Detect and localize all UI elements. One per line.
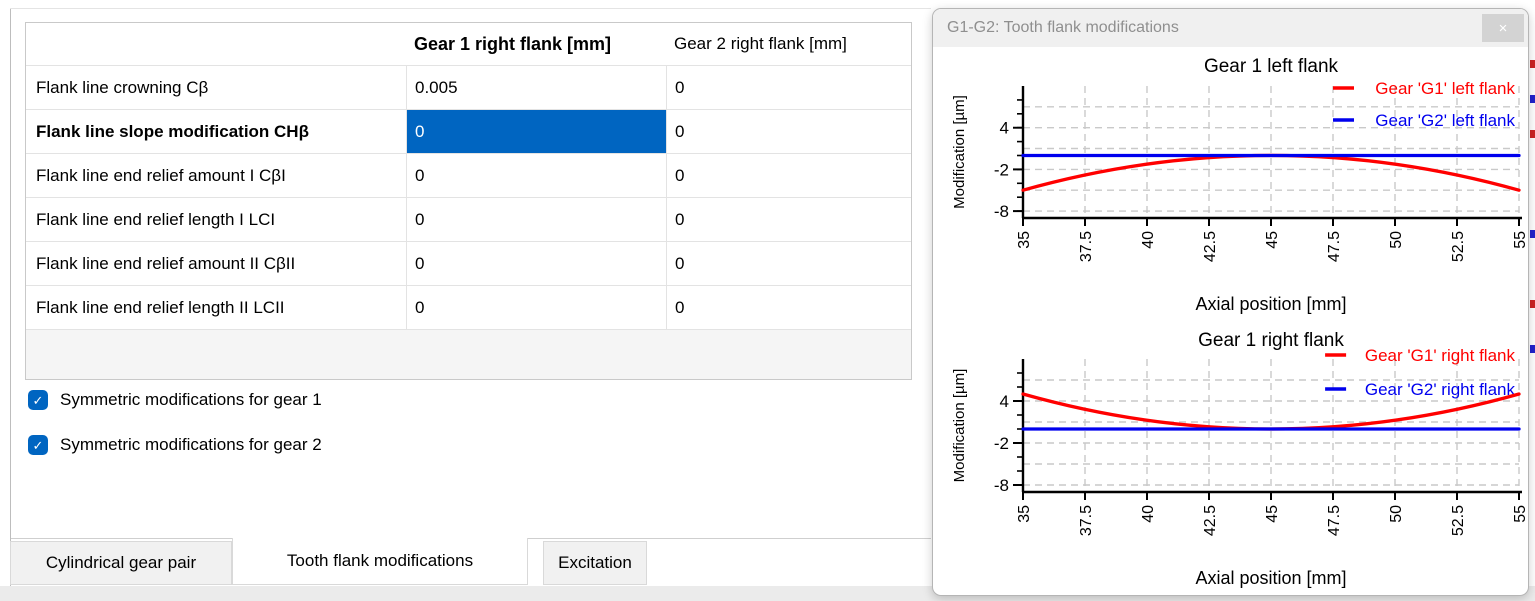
row-label: Flank line end relief length II LCII <box>36 297 285 317</box>
modifications-table: Gear 1 right flank [mm] Gear 2 right flan… <box>25 22 912 380</box>
background-sliver-mark <box>1530 345 1535 353</box>
row-label: Flank line crowning Cβ <box>36 77 209 97</box>
table-cell[interactable]: 0 <box>666 154 911 197</box>
x-tick-label: 47.5 <box>1326 505 1343 536</box>
background-sliver-mark <box>1530 230 1535 238</box>
chart-title: Gear 1 left flank <box>1204 56 1339 77</box>
x-tick-label: 50 <box>1388 505 1405 523</box>
background-sliver-mark <box>1530 60 1535 68</box>
y-tick-label: -2 <box>994 434 1009 453</box>
x-tick-label: 47.5 <box>1326 231 1343 262</box>
x-tick-label: 55 <box>1512 231 1529 249</box>
frame-divider-top <box>10 8 931 9</box>
x-tick-label: 40 <box>1140 505 1157 523</box>
x-tick-label: 45 <box>1264 231 1281 249</box>
row-label: Flank line slope modification CHβ <box>36 121 309 141</box>
table-row: Flank line end relief amount II CβII 0 0 <box>26 241 911 285</box>
x-tick-label: 42.5 <box>1202 231 1219 262</box>
checkbox-symmetric-gear2[interactable]: ✓ Symmetric modifications for gear 2 <box>28 435 322 455</box>
background-sliver-mark <box>1530 95 1535 103</box>
charts-holder: 4 -2 -8 35 37.5 40 42.5 45 47.5 50 52.5 55 Gear 1 le… <box>933 9 1529 595</box>
y-tick-label: -2 <box>994 160 1009 179</box>
legend-entry: Gear 'G1' left flank <box>1375 79 1515 98</box>
table-cell[interactable]: 0 <box>406 198 666 241</box>
table-cell[interactable]: 0 <box>666 198 911 241</box>
row-label: Flank line end relief amount II CβII <box>36 253 296 273</box>
panel-titlebar[interactable]: G1-G2: Tooth flank modifications × <box>933 9 1528 47</box>
y-tick-label: -8 <box>994 476 1009 495</box>
table-row: Flank line slope modification CHβ 0 0 <box>26 109 911 153</box>
tab-cylindrical-gear-pair[interactable]: Cylindrical gear pair <box>10 541 232 585</box>
checkbox-checked-icon: ✓ <box>28 435 48 455</box>
legend-entry: Gear 'G2' left flank <box>1375 111 1515 130</box>
row-label: Flank line end relief length I LCI <box>36 209 276 229</box>
x-tick-label: 42.5 <box>1202 505 1219 536</box>
table-cell[interactable]: 0 <box>406 286 666 329</box>
table-cell[interactable]: 0 <box>666 66 911 109</box>
charts-svg: 4 -2 -8 35 37.5 40 42.5 45 47.5 50 52.5 55 Gear 1 le… <box>951 56 1529 588</box>
close-icon[interactable]: × <box>1482 14 1524 42</box>
y-tick-label: 4 <box>1000 392 1009 411</box>
tab-tooth-flank-modifications[interactable]: Tooth flank modifications <box>232 538 528 585</box>
x-axis-label: Axial position [mm] <box>1195 294 1346 314</box>
table-cell-selected[interactable]: 0 <box>406 110 666 153</box>
checkbox-checked-icon: ✓ <box>28 390 48 410</box>
table-cell[interactable]: 0 <box>666 242 911 285</box>
frame-divider <box>10 8 11 586</box>
bottom-tabbar: Cylindrical gear pair Tooth flank modific… <box>10 538 647 585</box>
table-cell[interactable]: 0.005 <box>406 66 666 109</box>
x-tick-label: 35 <box>1016 505 1033 523</box>
table-cell[interactable]: 0 <box>666 286 911 329</box>
row-label: Flank line end relief amount I CβI <box>36 165 286 185</box>
x-tick-label: 52.5 <box>1450 231 1467 262</box>
chart-title: Gear 1 right flank <box>1198 330 1344 351</box>
table-row: Flank line end relief length I LCI 0 0 <box>26 197 911 241</box>
y-tick-label: 4 <box>1000 119 1009 138</box>
tab-excitation[interactable]: Excitation <box>543 541 647 585</box>
y-tick-label: -8 <box>994 202 1009 221</box>
x-tick-label: 37.5 <box>1078 505 1095 536</box>
tooth-flank-modifications-panel: 4 -2 -8 35 37.5 40 42.5 45 47.5 50 52.5 55 Gear 1 le… <box>932 8 1529 596</box>
checkbox-label: Symmetric modifications for gear 1 <box>60 390 322 409</box>
y-axis-label: Modification [µm] <box>951 369 968 483</box>
table-header-gear1: Gear 1 right flank [mm] <box>414 33 612 54</box>
table-cell[interactable]: 0 <box>666 110 911 153</box>
legend-entry: Gear 'G1' right flank <box>1365 346 1516 365</box>
checkbox-label: Symmetric modifications for gear 2 <box>60 435 322 454</box>
background-sliver-mark <box>1530 130 1535 138</box>
table-footer-strip <box>26 329 911 379</box>
panel-title: G1-G2: Tooth flank modifications <box>947 19 1179 36</box>
x-tick-label: 45 <box>1264 505 1281 523</box>
table-header-row: Gear 1 right flank [mm] Gear 2 right flan… <box>26 23 911 65</box>
table-row: Flank line crowning Cβ 0.005 0 <box>26 65 911 109</box>
x-tick-label: 50 <box>1388 231 1405 249</box>
legend-entry: Gear 'G2' right flank <box>1365 380 1516 399</box>
table-cell[interactable]: 0 <box>406 242 666 285</box>
x-axis-label: Axial position [mm] <box>1195 568 1346 588</box>
x-tick-label: 55 <box>1512 505 1529 523</box>
table-row: Flank line end relief length II LCII 0 0 <box>26 285 911 329</box>
background-sliver-mark <box>1530 300 1535 308</box>
checkbox-symmetric-gear1[interactable]: ✓ Symmetric modifications for gear 1 <box>28 390 322 410</box>
table-cell[interactable]: 0 <box>406 154 666 197</box>
x-tick-label: 35 <box>1016 231 1033 249</box>
table-header-gear2: Gear 2 right flank [mm] <box>674 34 847 53</box>
x-tick-label: 52.5 <box>1450 505 1467 536</box>
table-row: Flank line end relief amount I CβI 0 0 <box>26 153 911 197</box>
table-header-empty <box>26 23 406 65</box>
y-axis-label: Modification [µm] <box>951 95 968 209</box>
x-tick-label: 37.5 <box>1078 231 1095 262</box>
x-tick-label: 40 <box>1140 231 1157 249</box>
